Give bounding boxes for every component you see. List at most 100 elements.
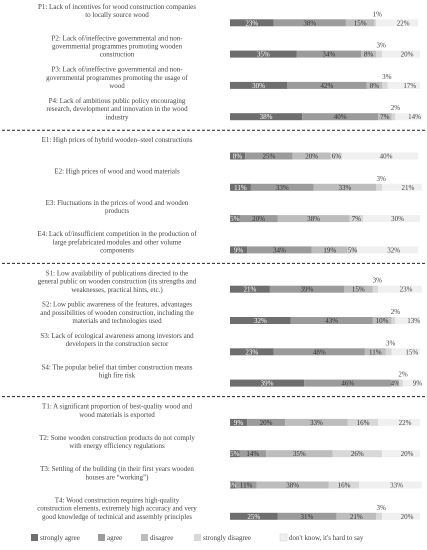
bar-segment-2 bbox=[269, 285, 344, 293]
bar-segment-1 bbox=[230, 152, 246, 160]
bar-segment-5 bbox=[378, 285, 422, 293]
item-label: S2: Low public awareness of the features… bbox=[42, 301, 192, 309]
bar-segment-4 bbox=[385, 348, 392, 356]
item-label: governmental programmes promoting the us… bbox=[46, 74, 188, 82]
value-label: 22% bbox=[397, 19, 410, 27]
item-label: products bbox=[105, 207, 129, 215]
item-label: large prefabricated modules and other vo… bbox=[53, 238, 182, 246]
bar-segment-4 bbox=[391, 317, 396, 324]
bar-segment-5 bbox=[376, 19, 419, 27]
bar-segment-1 bbox=[230, 512, 278, 520]
bar-segment-2 bbox=[239, 450, 267, 458]
item-label: general public on wooden construction (i… bbox=[38, 278, 197, 286]
bar-segment-4 bbox=[382, 81, 388, 89]
item-label: S4: The popular belief that timber const… bbox=[42, 363, 193, 371]
bar-segment-4 bbox=[328, 481, 360, 489]
value-label: 11% bbox=[234, 184, 247, 192]
bar-segment-3 bbox=[378, 113, 392, 121]
item-label: P4: Lack of ambitious public policy enco… bbox=[49, 97, 186, 105]
bar-segment-5 bbox=[395, 113, 422, 121]
value-label: 35% bbox=[257, 51, 270, 59]
value-label: 11% bbox=[369, 348, 382, 356]
value-label: 33% bbox=[339, 184, 352, 192]
value-label: 38% bbox=[303, 19, 316, 27]
bar-segment-3 bbox=[292, 152, 331, 160]
legend-label: disagree bbox=[150, 534, 173, 542]
bar-segment-5 bbox=[387, 81, 420, 89]
legend-label: strongly agree bbox=[40, 534, 80, 542]
value-label: 40% bbox=[380, 153, 393, 161]
bar-segment-5 bbox=[382, 50, 420, 58]
value-label: 1% bbox=[373, 10, 383, 18]
value-label: 3% bbox=[228, 482, 238, 490]
bar-segment-5 bbox=[342, 152, 419, 160]
bar-segment-4 bbox=[374, 19, 377, 27]
item-label: T1: A significant proportion of best-qua… bbox=[42, 403, 192, 411]
value-label: 2% bbox=[398, 371, 408, 379]
bar-segment-4 bbox=[349, 215, 363, 223]
item-label: research, development and innovation in … bbox=[46, 105, 188, 113]
bar-segment-1 bbox=[230, 183, 251, 191]
value-label: 4% bbox=[391, 380, 401, 388]
bar-segment-3 bbox=[311, 246, 348, 254]
value-label: 15% bbox=[352, 286, 365, 294]
value-label: 35% bbox=[293, 450, 306, 458]
item-label: E3: Fluctuations in the prices of wood a… bbox=[46, 199, 189, 207]
bar-segment-1 bbox=[230, 379, 305, 387]
item-label: to locally source wood bbox=[85, 11, 149, 19]
legend-swatch bbox=[98, 534, 105, 541]
bar-segment-1 bbox=[230, 450, 240, 458]
value-label: 30% bbox=[391, 215, 404, 223]
value-label: 3% bbox=[373, 277, 383, 285]
value-label: 3% bbox=[376, 175, 386, 183]
bar-segment-5 bbox=[363, 215, 420, 223]
bar-segment-3 bbox=[361, 50, 377, 58]
bar-segment-2 bbox=[273, 348, 365, 356]
value-label: 21% bbox=[350, 513, 363, 521]
bar-segment-5 bbox=[391, 348, 420, 356]
value-label: 11% bbox=[240, 482, 253, 490]
bar-segment-3 bbox=[391, 379, 400, 387]
bar-segment-5 bbox=[382, 512, 420, 520]
item-label: T4: Wood construction requires high-qual… bbox=[55, 497, 180, 505]
bar-segment-4 bbox=[332, 450, 382, 458]
value-label: 42% bbox=[320, 82, 333, 90]
value-label: 20% bbox=[401, 450, 414, 458]
item-label: T2: Some wooden construction products do… bbox=[39, 434, 195, 442]
legend-label: strongly disagree bbox=[203, 534, 251, 542]
item-label: T3: Settling of the building (in their f… bbox=[40, 465, 194, 473]
bar-segment-4 bbox=[330, 152, 343, 160]
bar-segment-3 bbox=[366, 81, 382, 89]
value-label: 9% bbox=[234, 419, 244, 427]
value-label: 43% bbox=[325, 317, 338, 325]
bar-segment-5 bbox=[359, 481, 422, 489]
value-label: 20% bbox=[401, 513, 414, 521]
value-label: 38% bbox=[260, 113, 273, 121]
bar-segment-1 bbox=[230, 285, 270, 293]
value-label: 2% bbox=[391, 308, 401, 316]
value-label: 40% bbox=[334, 113, 347, 121]
bar-segment-2 bbox=[239, 215, 278, 223]
value-label: 34% bbox=[322, 51, 335, 59]
bar-segment-2 bbox=[273, 19, 346, 27]
legend-swatch bbox=[31, 534, 38, 541]
value-label: 20% bbox=[305, 153, 318, 161]
bar-segment-3 bbox=[344, 285, 373, 293]
legend-label: don't know, it's hard to say bbox=[289, 534, 364, 542]
bar-segment-5 bbox=[395, 317, 420, 324]
bar-segment-2 bbox=[247, 246, 312, 254]
item-label: weaknesses, practical hints, etc.) bbox=[71, 286, 163, 294]
bar-segment-1 bbox=[230, 50, 297, 58]
value-label: 48% bbox=[313, 348, 326, 356]
value-label: 3% bbox=[376, 42, 386, 50]
value-label: 16% bbox=[338, 482, 351, 490]
bar-segment-4 bbox=[376, 512, 382, 520]
item-label: developers in the construction sector bbox=[66, 340, 169, 348]
value-label: 3% bbox=[386, 339, 396, 347]
item-label: high fire risk bbox=[99, 372, 136, 380]
legend-swatch bbox=[141, 534, 148, 541]
legend-swatch bbox=[194, 534, 201, 541]
value-label: 19% bbox=[323, 246, 336, 254]
value-label: 8% bbox=[233, 153, 243, 161]
